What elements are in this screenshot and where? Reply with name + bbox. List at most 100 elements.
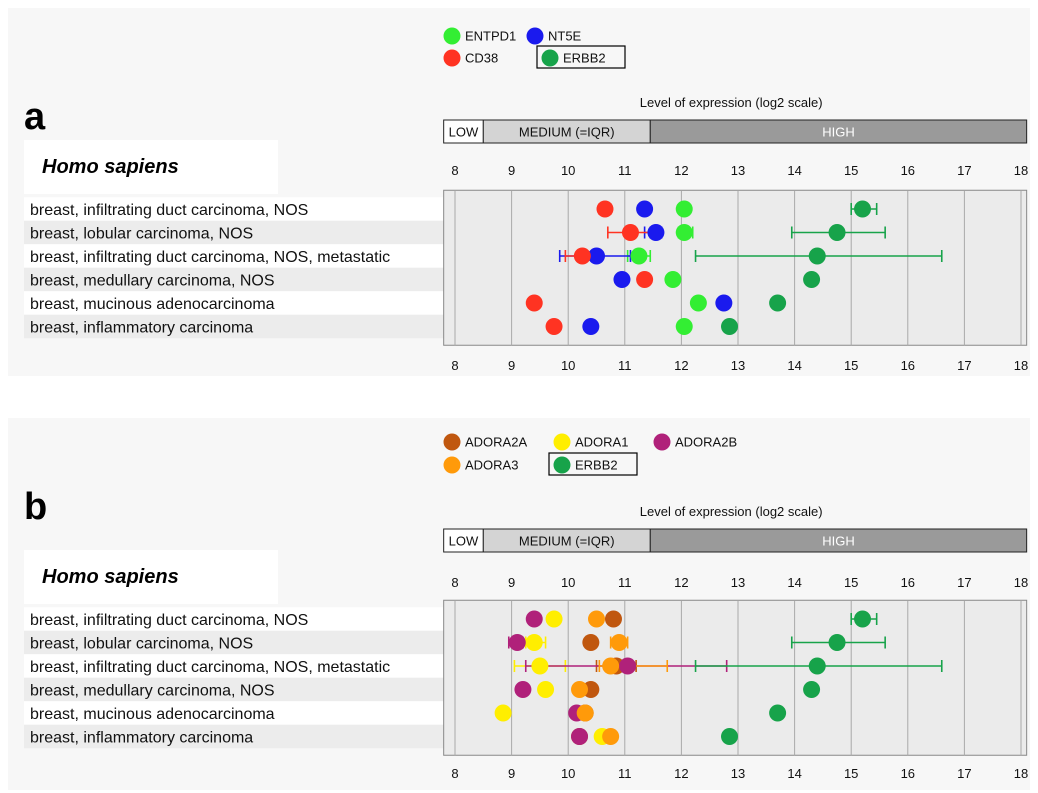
legend-marker [653,433,671,451]
x-tick-label-top: 8 [451,575,458,590]
plot-area [443,189,1028,346]
legend-marker [443,49,461,67]
x-tick-label-top: 17 [957,575,971,590]
expression-chart-a: ENTPD1 NT5E CD38 ERBB2 Level of expression (… [24,27,1028,373]
data-point-adora2b [525,610,543,628]
x-tick-label-bottom: 18 [1014,766,1028,781]
data-point-adora3 [610,634,628,651]
expression-band-label: HIGH [822,534,855,549]
category-label: breast, medullary carcinoma, NOS [30,683,275,700]
expression-band [649,528,1028,553]
data-point-erbb2 [854,200,872,218]
category-row-bg [24,654,444,678]
data-point-adora1 [537,681,555,698]
data-point-cd38 [573,247,591,265]
x-tick-label-bottom: 13 [731,766,745,781]
category-label: breast, lobular carcinoma, NOS [30,636,253,653]
expression-band-label: MEDIUM (=IQR) [519,534,615,549]
data-point-erbb2 [808,657,826,675]
x-tick-label-bottom: 14 [787,766,801,781]
x-tick-label-top: 13 [731,575,745,590]
data-point-erbb2 [828,224,846,241]
category-row-bg [24,291,444,315]
x-tick-label-bottom: 15 [844,358,858,373]
data-point-adora3 [571,681,589,698]
data-point-erbb2 [808,247,826,265]
species-box: Homo sapiens [24,140,278,194]
x-tick-label-bottom: 8 [451,358,458,373]
x-tick-label-top: 8 [451,163,458,178]
x-tick-label-bottom: 9 [508,766,515,781]
x-tick-label-bottom: 12 [674,358,688,373]
data-point-erbb2 [721,318,739,335]
x-tick-label-bottom: 11 [618,766,632,781]
plot-area [443,599,1028,756]
expression-scale-title: Level of expression (log2 scale) [640,95,823,110]
x-tick-label-bottom: 16 [901,766,915,781]
data-point-cd38 [545,318,563,335]
category-label: breast, mucinous adenocarcinoma [30,296,275,313]
data-point-nt5e [613,271,631,288]
data-point-adora2a [582,634,600,651]
expression-scale-title: Level of expression (log2 scale) [640,504,823,519]
x-tick-label-bottom: 14 [787,358,801,373]
data-point-cd38 [621,224,639,241]
legend-marker [526,27,544,45]
category-row-bg [24,267,444,292]
expression-band-label: LOW [449,534,479,549]
x-tick-label-bottom: 9 [508,358,515,373]
x-tick-label-top: 15 [844,575,858,590]
data-point-entpd1 [630,247,648,265]
category-label: breast, infiltrating duct carcinoma, NOS [30,612,308,629]
x-tick-label-top: 16 [901,575,915,590]
data-point-cd38 [596,200,614,218]
x-tick-label-bottom: 12 [674,766,688,781]
x-tick-label-bottom: 13 [731,358,745,373]
data-point-adora2a [604,610,622,628]
x-tick-label-bottom: 17 [957,766,971,781]
data-point-adora1 [494,704,512,722]
data-point-erbb2 [803,681,821,698]
legend-marker [541,49,559,67]
legend-marker [443,433,461,451]
x-tick-label-bottom: 15 [844,766,858,781]
data-point-erbb2 [803,271,821,288]
x-tick-label-bottom: 18 [1014,358,1028,373]
data-point-nt5e [636,200,654,218]
data-point-adora2b [571,728,589,745]
category-label: breast, mucinous adenocarcinoma [30,706,275,723]
category-label: breast, inflammatory carcinoma [30,320,253,337]
category-row-bg [24,724,444,749]
data-point-adora3 [602,728,620,745]
data-point-entpd1 [689,294,707,312]
category-row-bg [24,677,444,702]
x-tick-label-bottom: 11 [618,358,632,373]
data-point-adora1 [545,610,563,628]
panel-b: b Homo sapiens ADORA2A ADORA1 ADORA2B ADORA… [8,418,1030,790]
legend-label: ERBB2 [575,458,618,473]
expression-band-label: MEDIUM (=IQR) [519,125,615,140]
category-label: breast, lobular carcinoma, NOS [30,226,253,243]
data-point-entpd1 [675,224,693,241]
legend-highlight-box [536,45,626,69]
data-point-nt5e [647,224,665,241]
x-tick-label-top: 16 [901,163,915,178]
x-tick-label-top: 14 [787,163,801,178]
data-point-entpd1 [675,318,693,335]
category-label: breast, inflammatory carcinoma [30,730,253,747]
data-point-erbb2 [854,610,872,628]
x-tick-label-top: 15 [844,163,858,178]
data-point-cd38 [525,294,543,312]
x-tick-label-top: 14 [787,575,801,590]
category-row-bg [24,314,444,339]
x-tick-label-bottom: 10 [561,766,575,781]
category-row-bg [24,630,444,655]
data-point-entpd1 [664,271,682,288]
legend-label: ADORA1 [575,435,628,450]
data-point-adora1 [525,634,543,651]
x-tick-label-top: 9 [508,575,515,590]
legend-label: ADORA2B [675,435,737,450]
x-tick-label-top: 12 [674,163,688,178]
data-point-adora2b [619,657,637,675]
x-tick-label-top: 11 [618,575,632,590]
